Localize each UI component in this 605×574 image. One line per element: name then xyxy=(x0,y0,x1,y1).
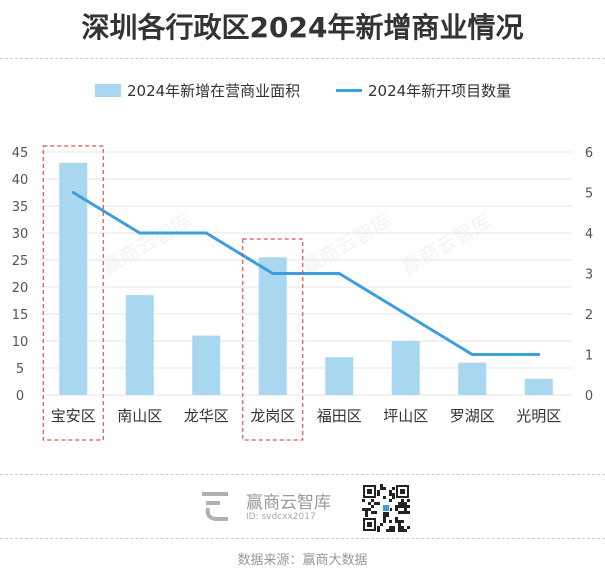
y-right-tick-label: 4 xyxy=(585,227,593,242)
x-category-label: 宝安区 xyxy=(51,407,96,425)
y-right-tick-label: 1 xyxy=(585,349,593,364)
y-left-tick-label: 40 xyxy=(12,173,29,188)
legend-item-line: 2024年新开项目数量 xyxy=(336,80,511,101)
x-category-label: 南山区 xyxy=(117,407,162,425)
legend-bar-swatch xyxy=(95,84,121,97)
line-point xyxy=(204,231,208,235)
watermark-text: 赢商云智库 xyxy=(97,209,196,280)
bar xyxy=(524,378,553,395)
bar xyxy=(192,335,221,395)
y-left-tick-label: 10 xyxy=(12,335,29,350)
legend-item-bar: 2024年新增在营商业面积 xyxy=(95,80,300,101)
y-left-tick-label: 5 xyxy=(16,362,24,377)
y-right-tick-label: 5 xyxy=(585,187,593,202)
x-category-label: 光明区 xyxy=(516,407,561,425)
data-source: 数据来源：赢商大数据 xyxy=(237,553,368,568)
chart-legend: 2024年新增在营商业面积 2024年新开项目数量 xyxy=(0,80,605,102)
x-category-label: 坪山区 xyxy=(383,407,428,425)
brand-id: ID: svdcxx2017 xyxy=(246,512,316,522)
x-category-label: 龙岗区 xyxy=(250,407,295,425)
y-right-tick-label: 0 xyxy=(585,389,593,404)
watermark-text: 赢商云智库 xyxy=(397,209,496,280)
y-left-tick-label: 30 xyxy=(12,227,29,242)
highlight-box xyxy=(242,238,304,441)
legend-line-swatch xyxy=(336,89,362,92)
line-point xyxy=(470,353,474,356)
page-title: 深圳各行政区2024年新增商业情况 xyxy=(81,11,524,44)
line-point xyxy=(71,191,75,194)
y-right-tick-label: 6 xyxy=(585,146,593,161)
title-divider xyxy=(0,58,605,59)
footer-brand: 赢商云智库 ID: svdcxx2017 xyxy=(200,484,350,528)
x-category-label: 罗湖区 xyxy=(450,407,495,425)
x-category-label: 龙华区 xyxy=(184,407,229,425)
y-left-tick-label: 25 xyxy=(12,254,29,269)
bar xyxy=(258,257,287,395)
y-left-tick-label: 15 xyxy=(12,308,29,323)
line-point xyxy=(537,353,541,356)
y-left-tick-label: 20 xyxy=(12,281,29,296)
y-right-tick-label: 3 xyxy=(585,268,593,283)
legend-bar-label: 2024年新增在营商业面积 xyxy=(127,82,301,100)
series-line xyxy=(72,191,539,356)
combo-chart: 赢商云智库 赢商云智库 赢商云智库0510152025303540450123456… xyxy=(12,145,593,441)
qr-code-icon xyxy=(362,484,410,532)
line-point xyxy=(337,272,341,275)
bar xyxy=(458,362,487,395)
y-left-tick-label: 45 xyxy=(12,146,29,161)
bar xyxy=(125,295,154,395)
brand-logo-icon xyxy=(202,492,228,521)
bar xyxy=(325,357,354,395)
brand-name: 赢商云智库 xyxy=(246,493,331,513)
x-category-label: 福田区 xyxy=(317,407,362,425)
watermark-text: 赢商云智库 xyxy=(297,209,396,280)
line-point xyxy=(138,231,142,235)
bar xyxy=(59,162,88,395)
y-left-tick-label: 0 xyxy=(16,389,24,404)
y-right-tick-label: 2 xyxy=(585,308,593,323)
line-point xyxy=(404,312,408,316)
footer-divider-bottom xyxy=(0,538,605,539)
legend-line-label: 2024年新开项目数量 xyxy=(368,82,512,100)
highlight-box xyxy=(42,145,104,441)
footer-divider-top xyxy=(0,474,605,475)
line-point xyxy=(271,272,275,275)
y-left-tick-label: 35 xyxy=(12,200,29,215)
bar xyxy=(391,341,420,395)
